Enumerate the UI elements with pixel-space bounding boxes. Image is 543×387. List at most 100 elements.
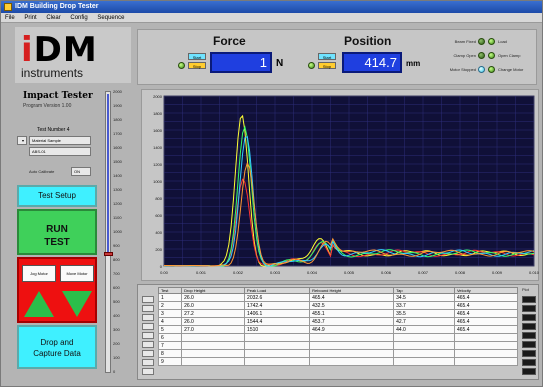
move-motor-button[interactable]: Move Motor <box>60 265 94 282</box>
table-cell: 33.7 <box>393 301 455 310</box>
row-select-button[interactable] <box>142 323 154 330</box>
row-select-button[interactable] <box>142 341 154 348</box>
logo-subtitle: instruments <box>21 66 84 80</box>
plot-thumbnail[interactable] <box>522 359 536 366</box>
menu-config[interactable]: Config <box>70 15 88 21</box>
move-up-arrow-icon[interactable] <box>24 291 54 317</box>
beam-fixed-led <box>478 38 485 45</box>
x-tick-label: 0.009 <box>492 270 503 275</box>
material-select[interactable]: Material Sample <box>29 136 91 145</box>
x-tick-label: 0.005 <box>344 270 355 275</box>
material-dropdown-arrow[interactable]: ▾ <box>17 136 27 145</box>
run-test-button[interactable]: RUN TEST <box>17 209 97 255</box>
move-down-arrow-icon[interactable] <box>62 291 92 317</box>
test-number-label: Test Number 4 <box>37 127 70 133</box>
open-clamp-led[interactable] <box>488 52 495 59</box>
menu-file[interactable]: File <box>5 15 15 21</box>
y-tick-label: 1600 <box>153 128 163 133</box>
plot-thumbnail[interactable] <box>522 368 536 375</box>
table-cell: 26.0 <box>181 293 246 302</box>
y-tick-label: 1800 <box>153 111 163 116</box>
position-stop-button[interactable]: Stop <box>318 62 336 69</box>
program-version: Program Version 1.00 <box>23 103 72 109</box>
row-select-button[interactable] <box>142 332 154 339</box>
position-start-button[interactable]: Start <box>318 53 336 60</box>
row-select-button[interactable] <box>142 350 154 357</box>
y-tick-label: 1200 <box>153 162 163 167</box>
table-row: 9 <box>157 357 519 366</box>
results-table: Test Drop Height Peak Load Rebound Heigh… <box>157 287 519 366</box>
y-tick-label: 400 <box>155 230 162 235</box>
load-led[interactable] <box>488 38 495 45</box>
force-start-button[interactable]: Start <box>188 53 206 60</box>
table-row: 4 26.0 1544.4 453.7 42.7 465.4 <box>157 317 519 326</box>
company-logo: iDM instruments <box>15 27 131 83</box>
slider-knob[interactable] <box>104 252 113 256</box>
scale-tick-label: 1600 <box>113 145 122 150</box>
x-tick-label: 0.001 <box>196 270 207 275</box>
position-title: Position <box>344 34 392 48</box>
cell-test-number: 8 <box>157 349 183 358</box>
auto-calibrate-toggle[interactable]: ON <box>71 167 91 176</box>
table-cell <box>181 333 246 342</box>
plot-thumbnail[interactable] <box>522 296 536 303</box>
drop-capture-button[interactable]: Drop and Capture Data <box>17 325 97 369</box>
cell-test-number: 5 <box>157 325 183 334</box>
x-tick-label: 0.006 <box>381 270 392 275</box>
scale-tick-label: 400 <box>113 313 120 318</box>
scale-tick-label: 600 <box>113 285 120 290</box>
plot-thumbnail[interactable] <box>522 305 536 312</box>
y-tick-label: 1400 <box>153 145 163 150</box>
table-cell <box>181 349 246 358</box>
plot-thumbnail[interactable] <box>522 350 536 357</box>
x-tick-label: 0.002 <box>233 270 244 275</box>
plot-thumbnail[interactable] <box>522 332 536 339</box>
x-tick-label: 0.00 <box>160 270 169 275</box>
table-cell <box>453 333 519 342</box>
force-stop-button[interactable]: Stop <box>188 62 206 69</box>
table-cell: 27.2 <box>181 309 246 318</box>
table-cell: 464.9 <box>309 325 395 334</box>
table-row: 2 26.0 1742.4 432.5 33.7 465.4 <box>157 301 519 310</box>
table-cell: 465.4 <box>453 309 519 318</box>
table-cell: 465.4 <box>453 317 519 326</box>
plot-thumbnail[interactable] <box>522 314 536 321</box>
menu-clear[interactable]: Clear <box>46 15 61 21</box>
table-cell: 1406.1 <box>244 309 311 318</box>
series-line <box>164 161 535 267</box>
row-select-button[interactable] <box>142 368 154 375</box>
y-tick-label: 800 <box>155 196 162 201</box>
menu-print[interactable]: Print <box>24 15 37 21</box>
scale-tick-label: 100 <box>113 355 120 360</box>
slider-scale: 2000 1900 1800 1700 1600 1500 1400 1300 1200 1100… <box>113 89 135 379</box>
table-cell: 455.1 <box>309 309 395 318</box>
y-tick-label: 2000 <box>153 94 163 99</box>
test-setup-button[interactable]: Test Setup <box>17 185 97 207</box>
table-cell <box>309 341 395 350</box>
table-cell: 2032.6 <box>244 293 311 302</box>
menu-sequence[interactable]: Sequence <box>97 15 125 21</box>
jog-motor-button[interactable]: Jog Motor <box>22 265 56 282</box>
plot-thumbnail[interactable] <box>522 341 536 348</box>
scale-tick-label: 1800 <box>113 117 122 122</box>
sample-field[interactable]: ABS-01 <box>29 147 91 156</box>
position-unit: mm <box>406 59 421 68</box>
change-motor-led[interactable] <box>488 66 495 73</box>
row-select-button[interactable] <box>142 359 154 366</box>
motor-stopped-label: Motor Stopped <box>449 67 476 72</box>
row-select-button[interactable] <box>142 296 154 303</box>
table-row: 8 <box>157 349 519 358</box>
force-indicator-led <box>178 62 185 69</box>
plot-thumbnail[interactable] <box>522 323 536 330</box>
open-clamp-label: Open Clamp <box>498 53 521 58</box>
scale-tick-label: 200 <box>113 341 120 346</box>
row-select-button[interactable] <box>142 305 154 312</box>
cell-test-number: 9 <box>157 357 183 366</box>
readout-panel: Force Start Stop 1 N Position Start Stop… <box>137 29 537 85</box>
table-cell: 1544.4 <box>244 317 311 326</box>
row-select-button[interactable] <box>142 314 154 321</box>
table-cell <box>453 357 519 366</box>
position-display: 414.7 <box>342 52 402 73</box>
height-slider[interactable] <box>104 91 113 373</box>
